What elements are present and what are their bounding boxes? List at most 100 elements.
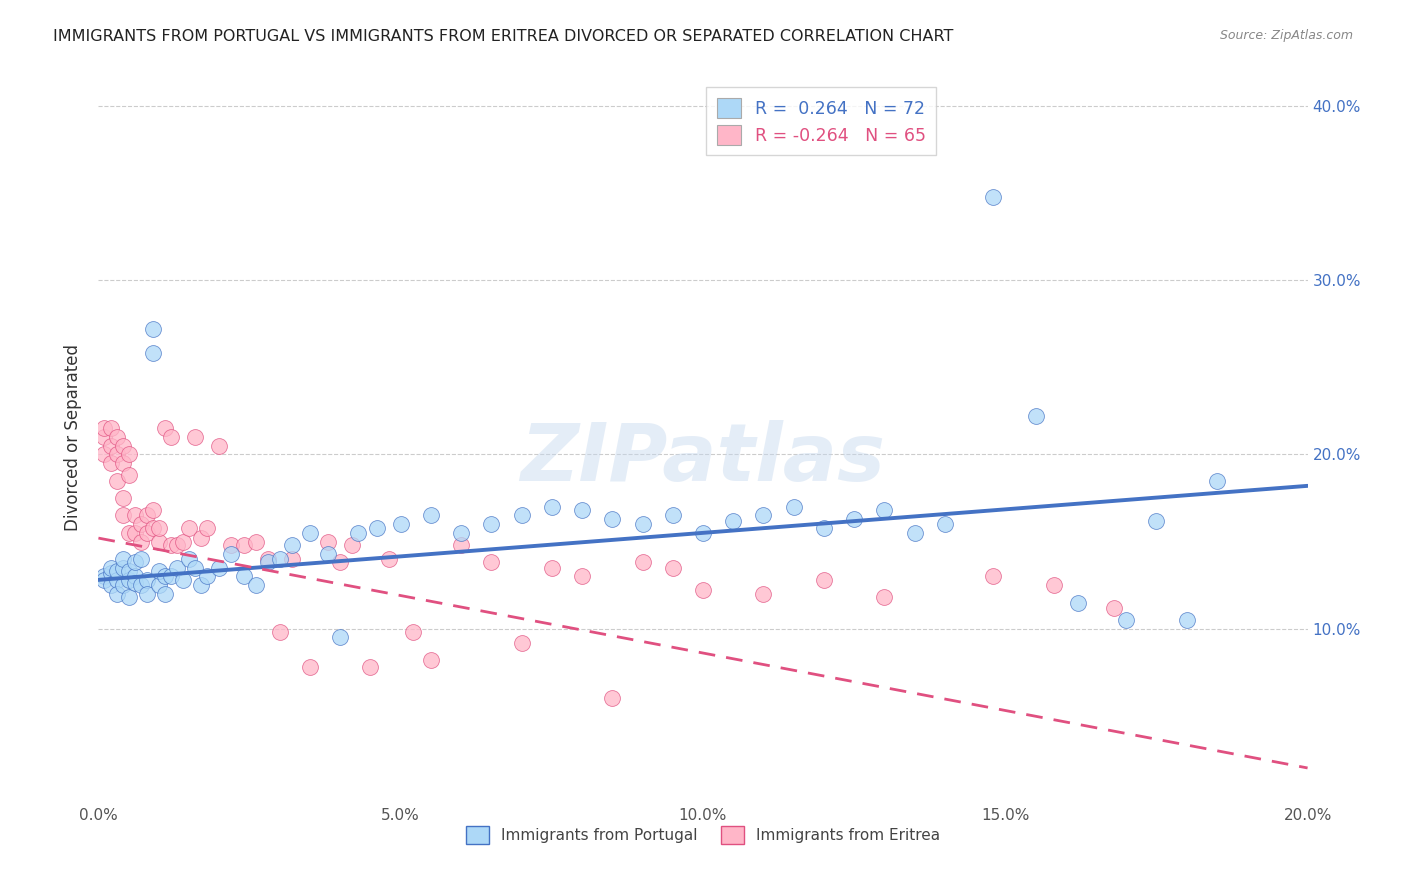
Point	[118, 573, 141, 587]
Point	[172, 573, 194, 587]
Point	[111, 552, 134, 566]
Point	[256, 556, 278, 570]
Point	[221, 547, 243, 561]
Point	[329, 556, 352, 570]
Point	[450, 538, 472, 552]
Point	[153, 587, 176, 601]
Point	[124, 569, 146, 583]
Point	[366, 521, 388, 535]
Point	[105, 474, 128, 488]
Point	[142, 322, 165, 336]
Point	[100, 560, 122, 574]
Point	[752, 508, 775, 523]
Point	[129, 578, 152, 592]
Point	[256, 552, 278, 566]
Point	[100, 578, 122, 592]
Point	[105, 564, 128, 578]
Point	[124, 525, 146, 540]
Point	[420, 653, 443, 667]
Y-axis label: Divorced or Separated: Divorced or Separated	[65, 343, 83, 531]
Point	[160, 569, 183, 583]
Point	[148, 564, 170, 578]
Point	[1042, 578, 1064, 592]
Point	[281, 538, 304, 552]
Point	[316, 547, 339, 561]
Point	[105, 448, 128, 462]
Point	[347, 525, 370, 540]
Point	[100, 566, 122, 580]
Point	[184, 430, 207, 444]
Point	[481, 517, 503, 532]
Point	[232, 538, 254, 552]
Point	[316, 534, 339, 549]
Point	[124, 576, 146, 591]
Point	[571, 503, 593, 517]
Legend: Immigrants from Portugal, Immigrants from Eritrea: Immigrants from Portugal, Immigrants fro…	[460, 820, 946, 850]
Point	[783, 500, 806, 514]
Point	[269, 552, 291, 566]
Point	[752, 587, 775, 601]
Point	[420, 508, 443, 523]
Point	[934, 517, 956, 532]
Point	[111, 508, 134, 523]
Point	[160, 430, 183, 444]
Text: Source: ZipAtlas.com: Source: ZipAtlas.com	[1219, 29, 1353, 43]
Point	[111, 491, 134, 505]
Point	[111, 456, 134, 470]
Point	[166, 538, 188, 552]
Point	[179, 521, 201, 535]
Text: ZIPatlas: ZIPatlas	[520, 420, 886, 498]
Point	[208, 439, 231, 453]
Point	[118, 448, 141, 462]
Point	[190, 578, 212, 592]
Point	[1115, 613, 1137, 627]
Point	[281, 552, 304, 566]
Point	[172, 534, 194, 549]
Point	[245, 534, 267, 549]
Point	[329, 631, 352, 645]
Point	[184, 560, 207, 574]
Point	[118, 525, 141, 540]
Point	[135, 587, 157, 601]
Point	[1024, 409, 1046, 424]
Point	[873, 591, 896, 605]
Point	[1175, 613, 1198, 627]
Text: IMMIGRANTS FROM PORTUGAL VS IMMIGRANTS FROM ERITREA DIVORCED OR SEPARATED CORREL: IMMIGRANTS FROM PORTUGAL VS IMMIGRANTS F…	[53, 29, 953, 45]
Point	[148, 578, 170, 592]
Point	[692, 525, 714, 540]
Point	[1067, 595, 1090, 609]
Point	[813, 573, 835, 587]
Point	[142, 521, 165, 535]
Point	[540, 560, 562, 574]
Point	[245, 578, 267, 592]
Point	[105, 587, 128, 601]
Point	[389, 517, 412, 532]
Point	[631, 556, 654, 570]
Point	[873, 503, 896, 517]
Point	[571, 569, 593, 583]
Point	[118, 591, 141, 605]
Point	[105, 573, 128, 587]
Point	[360, 660, 382, 674]
Point	[813, 521, 835, 535]
Point	[844, 512, 866, 526]
Point	[540, 500, 562, 514]
Point	[129, 517, 152, 532]
Point	[142, 503, 165, 517]
Point	[692, 583, 714, 598]
Point	[299, 525, 322, 540]
Point	[160, 538, 183, 552]
Point	[190, 531, 212, 545]
Point	[148, 534, 170, 549]
Point	[661, 560, 683, 574]
Point	[299, 660, 322, 674]
Point	[904, 525, 927, 540]
Point	[93, 569, 115, 583]
Point	[93, 421, 115, 435]
Point	[269, 625, 291, 640]
Point	[93, 448, 115, 462]
Point	[105, 430, 128, 444]
Point	[981, 569, 1004, 583]
Point	[118, 468, 141, 483]
Point	[342, 538, 364, 552]
